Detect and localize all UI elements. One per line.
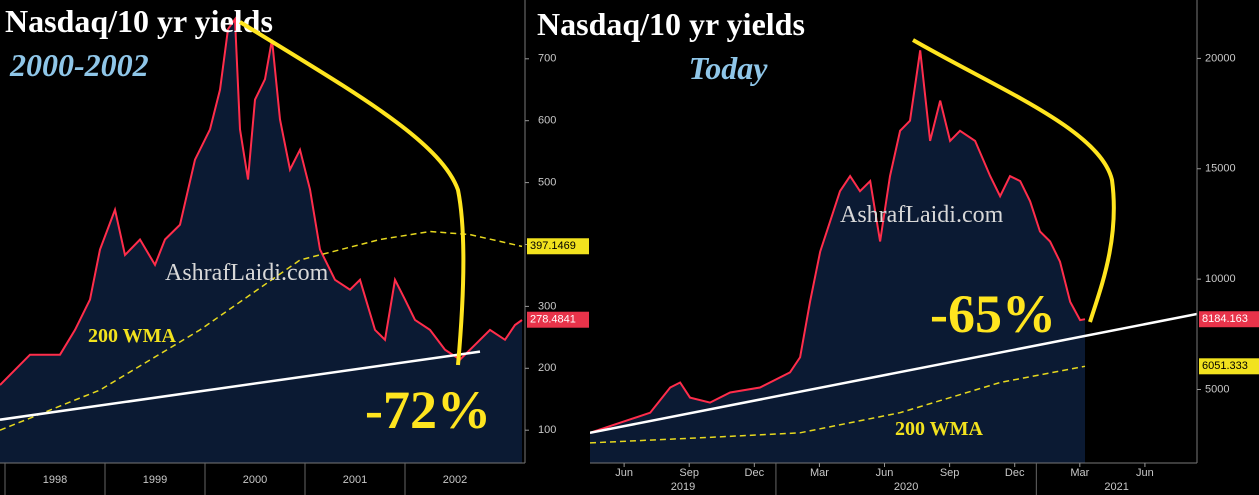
annotation: -65% [930, 284, 1056, 344]
year-label: 1999 [143, 474, 167, 486]
y-tick-label: 5000 [1205, 383, 1229, 395]
x-tick-label: Dec [745, 467, 765, 479]
moving-average-line [590, 365, 1086, 444]
value-tag [527, 311, 589, 328]
value-tag-label: 8184.163 [1202, 313, 1248, 325]
annotation: AshrafLaidi.com [840, 202, 1004, 228]
annotation: -72% [365, 380, 491, 440]
price-line [590, 50, 1086, 434]
y-tick-label: 700 [538, 53, 556, 65]
plot-area [590, 50, 1197, 463]
annotation: 200 WMA [88, 325, 177, 347]
x-tick-label: Sep [679, 467, 699, 479]
value-tag-label: 397.1469 [530, 240, 576, 252]
area [0, 19, 522, 463]
x-tick-label: Jun [876, 467, 894, 479]
value-tag [527, 238, 589, 255]
trend-line [0, 350, 481, 421]
annotation: AshrafLaidi.com [165, 260, 329, 286]
chart-subtitle: Today [689, 50, 769, 86]
year-label: 1998 [43, 474, 67, 486]
year-label: 2019 [671, 481, 695, 493]
x-tick-label: Dec [1005, 467, 1025, 479]
chart-title: Nasdaq/10 yr yields [5, 3, 273, 39]
x-tick-label: Jun [615, 467, 633, 479]
chart-title: Nasdaq/10 yr yields [537, 6, 805, 42]
y-tick-label: 600 [538, 115, 556, 127]
value-tag-label: 6051.333 [1202, 360, 1248, 372]
trend-line [590, 312, 1197, 435]
x-tick-label: Jun [1136, 467, 1154, 479]
y-tick-label: 300 [538, 300, 556, 312]
x-tick-label: Mar [1070, 467, 1089, 479]
x-tick-label: Sep [940, 467, 960, 479]
value-tag [1199, 358, 1259, 375]
x-tick-label: Mar [810, 467, 829, 479]
highlight-curve [238, 20, 466, 366]
annotation: 200 WMA [895, 418, 984, 440]
y-tick-label: 20000 [1205, 52, 1236, 64]
highlight-curve [912, 38, 1116, 323]
value-tag [1199, 311, 1259, 328]
year-label: 2021 [1104, 481, 1128, 493]
y-tick-label: 100 [538, 424, 556, 436]
chart-subtitle: 2000-2002 [9, 47, 149, 83]
year-label: 2020 [894, 481, 918, 493]
year-label: 2002 [443, 474, 467, 486]
y-tick-label: 15000 [1205, 163, 1236, 175]
y-tick-label: 500 [538, 177, 556, 189]
year-label: 2000 [243, 474, 267, 486]
year-label: 2001 [343, 474, 367, 486]
y-tick-label: 10000 [1205, 273, 1236, 285]
y-tick-label: 200 [538, 362, 556, 374]
value-tag-label: 278.4841 [530, 314, 576, 326]
